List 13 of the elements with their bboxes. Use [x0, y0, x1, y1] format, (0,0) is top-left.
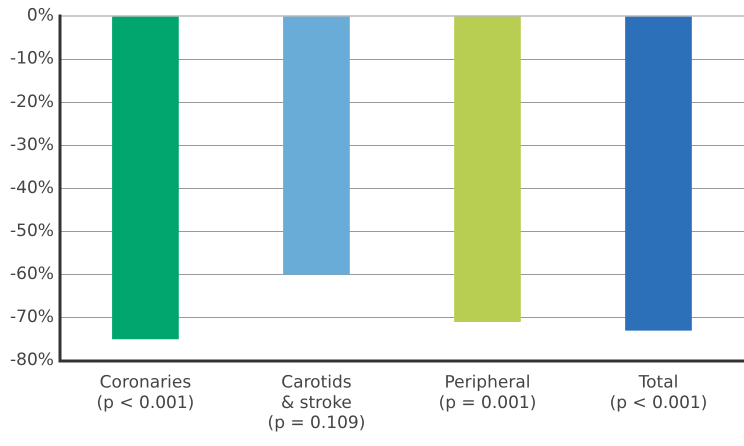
y-tick-label: -80%	[10, 350, 54, 370]
y-tick-label: -70%	[10, 307, 54, 328]
y-tick-label: -10%	[10, 48, 54, 69]
y-tick-label: -60%	[10, 264, 54, 284]
y-tick-label: -40%	[10, 178, 54, 198]
y-tick-label: -20%	[10, 92, 54, 112]
y-tick-label: -30%	[10, 134, 54, 155]
y-tick-label: -50%	[10, 220, 54, 241]
y-tick-label: 0%	[26, 6, 54, 26]
x-tick-label: Coronaries (p < 0.001)	[96, 372, 194, 413]
x-tick-label: Total (p < 0.001)	[610, 372, 708, 413]
x-tick-label: Carotids & stroke (p = 0.109)	[268, 372, 366, 434]
x-tick-label: Peripheral (p = 0.001)	[438, 372, 536, 413]
